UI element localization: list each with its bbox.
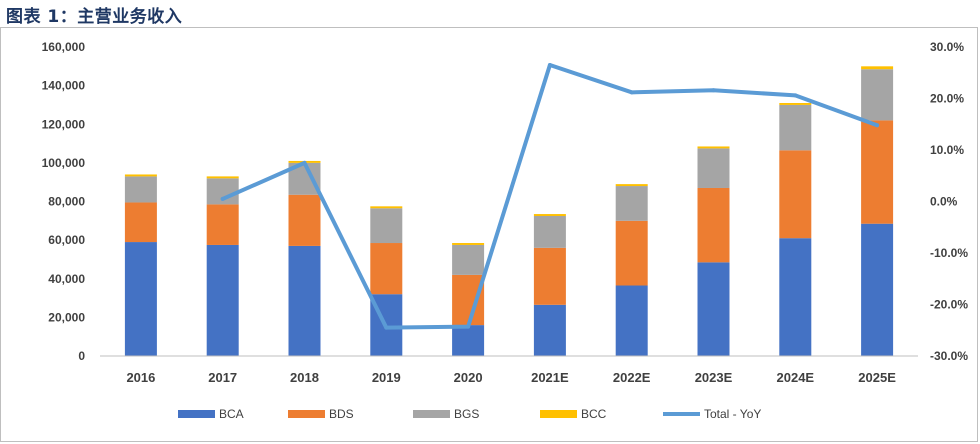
bar-bcc-2023e bbox=[697, 146, 730, 149]
bar-bca-2023e bbox=[697, 262, 730, 356]
category-labels: 2016 2017 2018 2019 2020 2021E 2022E 2023E 2024E… bbox=[126, 370, 896, 385]
legend-swatch-bds bbox=[288, 410, 325, 418]
yoy-point-2023e bbox=[711, 88, 716, 93]
bar-bcc-2025e bbox=[861, 66, 894, 70]
bar-bds-2025e bbox=[861, 120, 894, 224]
bar-bds-2020 bbox=[452, 274, 485, 326]
category-label-2023e: 2023E bbox=[695, 370, 733, 385]
category-label-2017: 2017 bbox=[208, 370, 237, 385]
left-tick-label: 140,000 bbox=[42, 79, 86, 93]
yoy-point-2021e bbox=[547, 63, 552, 68]
category-label-2016: 2016 bbox=[126, 370, 155, 385]
left-tick-label: 120,000 bbox=[42, 117, 86, 131]
bar-bcc-2022e bbox=[615, 184, 648, 187]
legend-label: BCA bbox=[219, 407, 244, 421]
right-tick-label: 20.0% bbox=[930, 92, 964, 106]
bar-bgs-2022e bbox=[615, 186, 648, 221]
bar-bca-2018 bbox=[288, 245, 321, 356]
category-label-2022e: 2022E bbox=[613, 370, 651, 385]
category-label-2025e: 2025E bbox=[858, 370, 896, 385]
bar-bca-2017 bbox=[206, 244, 239, 356]
yoy-point-2025e bbox=[875, 123, 880, 128]
chart-frame bbox=[0, 27, 978, 442]
bar-bgs-2016 bbox=[124, 176, 157, 203]
bar-bcc-2021e bbox=[533, 214, 566, 216]
legend-label: BGS bbox=[454, 407, 479, 421]
bars-layer bbox=[124, 66, 894, 356]
category-label-2020: 2020 bbox=[454, 370, 483, 385]
category-label-2018: 2018 bbox=[290, 370, 319, 385]
bar-bcc-2017 bbox=[206, 176, 239, 179]
right-tick-label: -20.0% bbox=[930, 298, 968, 312]
right-axis: -30.0% -20.0% -10.0% 0.0% 10.0% 20.0% 30.0% bbox=[930, 40, 968, 363]
bar-bgs-2023e bbox=[697, 148, 730, 188]
left-tick-label: 40,000 bbox=[48, 272, 85, 286]
bar-bds-2021e bbox=[533, 247, 566, 305]
bar-bds-2019 bbox=[370, 243, 403, 295]
bar-bds-2023e bbox=[697, 187, 730, 263]
bar-bgs-2019 bbox=[370, 208, 403, 244]
bar-bds-2016 bbox=[124, 202, 157, 243]
legend-label: Total - YoY bbox=[704, 407, 761, 421]
legend-swatch-bcc bbox=[540, 410, 577, 418]
yoy-line-layer bbox=[220, 63, 880, 330]
legend-swatch-bgs bbox=[413, 410, 450, 418]
page-title: 图表 1：主营业务收入 bbox=[6, 7, 183, 27]
legend: BCA BDS BGS BCC Total - YoY bbox=[178, 407, 761, 421]
bar-bca-2020 bbox=[452, 325, 485, 356]
bar-bds-2022e bbox=[615, 220, 648, 286]
bar-bca-2016 bbox=[124, 242, 157, 356]
yoy-point-2017 bbox=[220, 196, 225, 201]
bar-bcc-2024e bbox=[779, 103, 812, 105]
bar-bca-2024e bbox=[779, 238, 812, 356]
category-label-2021e: 2021E bbox=[531, 370, 569, 385]
right-tick-label: 30.0% bbox=[930, 40, 964, 54]
right-tick-label: 10.0% bbox=[930, 143, 964, 157]
right-tick-label: 0.0% bbox=[930, 195, 958, 209]
category-label-2019: 2019 bbox=[372, 370, 401, 385]
yoy-point-2019 bbox=[384, 325, 389, 330]
left-tick-label: 20,000 bbox=[48, 310, 85, 324]
yoy-point-2022e bbox=[629, 90, 634, 95]
bar-bcc-2020 bbox=[452, 243, 485, 245]
right-tick-label: -10.0% bbox=[930, 246, 968, 260]
legend-label: BCC bbox=[581, 407, 607, 421]
bar-bca-2022e bbox=[615, 285, 648, 356]
left-tick-label: 80,000 bbox=[48, 195, 85, 209]
left-tick-label: 100,000 bbox=[42, 156, 86, 170]
bar-bca-2025e bbox=[861, 223, 894, 356]
bar-bgs-2024e bbox=[779, 104, 812, 151]
bar-bcc-2019 bbox=[370, 206, 403, 209]
bar-bgs-2020 bbox=[452, 244, 485, 275]
yoy-point-2020 bbox=[466, 324, 471, 329]
bar-bds-2024e bbox=[779, 150, 812, 239]
right-tick-label: -30.0% bbox=[930, 349, 968, 363]
yoy-point-2024e bbox=[793, 93, 798, 98]
bar-bgs-2025e bbox=[861, 69, 894, 121]
left-tick-label: 160,000 bbox=[42, 40, 86, 54]
bar-bds-2017 bbox=[206, 204, 239, 245]
bar-bcc-2016 bbox=[124, 174, 157, 177]
left-tick-label: 60,000 bbox=[48, 233, 85, 247]
category-label-2024e: 2024E bbox=[777, 370, 815, 385]
legend-label: BDS bbox=[329, 407, 354, 421]
legend-swatch-bca bbox=[178, 410, 215, 418]
bar-bgs-2021e bbox=[533, 215, 566, 248]
yoy-point-2018 bbox=[302, 160, 307, 165]
bar-bca-2021e bbox=[533, 304, 566, 356]
left-tick-label: 0 bbox=[78, 349, 85, 363]
bar-bds-2018 bbox=[288, 194, 321, 246]
left-axis: 0 20,000 40,000 60,000 80,000 100,000 120,000 1… bbox=[42, 40, 86, 363]
